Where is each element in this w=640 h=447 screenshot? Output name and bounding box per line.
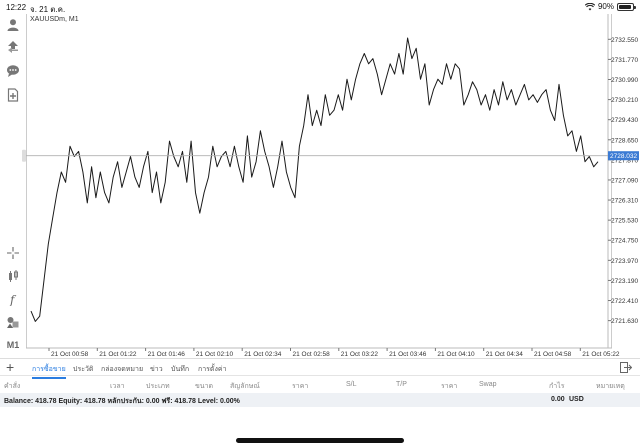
- y-tick-label: 2722.410: [611, 298, 638, 305]
- x-tick-label: 21 Oct 02:10: [196, 351, 234, 358]
- left-toolbar: f M1: [0, 14, 26, 354]
- function-icon: f: [9, 293, 17, 306]
- x-tick-label: 21 Oct 04:58: [534, 351, 572, 358]
- y-tick-label: 2721.630: [611, 318, 638, 325]
- svg-text:f: f: [9, 293, 17, 306]
- col-time: เวลา: [110, 383, 125, 390]
- battery-icon: [617, 2, 636, 11]
- chat-button[interactable]: [4, 62, 22, 80]
- col-symbol: สัญลักษณ์: [230, 383, 260, 390]
- y-tick-label: 2729.430: [611, 117, 638, 124]
- x-tick-label: 21 Oct 03:22: [341, 351, 379, 358]
- x-tick-label: 21 Oct 00:58: [51, 351, 89, 358]
- col-swap: Swap: [479, 381, 497, 388]
- trade-arrows-icon: [8, 41, 18, 53]
- status-time: 12:22: [6, 3, 27, 12]
- price-series-line: [30, 37, 599, 322]
- y-tick-label: 2726.310: [611, 198, 638, 205]
- crosshair-button[interactable]: [4, 244, 22, 262]
- crosshair-icon: [7, 247, 19, 259]
- y-tick-label: 2730.990: [611, 77, 638, 84]
- terminal-tabs: + การซื้อขาย ประวัติ กล่องจดหมาย ข่าว บั…: [0, 358, 640, 379]
- tab-settings[interactable]: การตั้งค่า: [198, 366, 227, 373]
- add-icon[interactable]: +: [6, 359, 15, 375]
- y-tick-label: 2731.770: [611, 57, 638, 64]
- add-document-icon: [7, 88, 19, 102]
- shapes-icon: [7, 317, 19, 328]
- price-chart[interactable]: 2732.550 2731.770 2730.990 2730.210 2729.430…: [0, 0, 640, 360]
- home-indicator: [236, 438, 404, 443]
- user-icon: [7, 19, 19, 31]
- x-tick-label: 21 Oct 04:10: [437, 351, 475, 358]
- objects-button[interactable]: [4, 313, 22, 331]
- wifi-icon: [584, 2, 595, 10]
- col-price-current: ราคา: [441, 383, 458, 390]
- x-tick-label: 21 Oct 01:46: [148, 351, 186, 358]
- chart-frame[interactable]: [26, 14, 612, 348]
- status-bar: 12:22 จ. 21 ต.ค. 90%: [0, 0, 640, 14]
- status-right: 90%: [584, 2, 636, 11]
- chat-bubble-icon: [7, 65, 19, 77]
- indicators-button[interactable]: f: [4, 290, 22, 308]
- x-tick-label: 21 Oct 01:22: [99, 351, 137, 358]
- chart-type-button[interactable]: [4, 267, 22, 285]
- y-tick-label: 2727.090: [611, 177, 638, 184]
- col-order: คำสั่ง: [4, 383, 21, 390]
- balance-row: Balance: 418.78 Equity: 418.78 หลักประกั…: [0, 393, 640, 407]
- col-profit: กำไร: [549, 383, 565, 390]
- timeframe-label: M1: [6, 340, 20, 350]
- x-tick-label: 21 Oct 04:34: [486, 351, 524, 358]
- account-button[interactable]: [4, 16, 22, 34]
- x-tick-label: 21 Oct 03:46: [389, 351, 427, 358]
- exit-icon[interactable]: [620, 362, 632, 373]
- tab-trade[interactable]: การซื้อขาย: [32, 366, 66, 379]
- panel-handle[interactable]: [22, 149, 26, 162]
- col-tp: T/P: [396, 381, 407, 388]
- y-tick-label: 2732.550: [611, 37, 638, 44]
- tab-mailbox[interactable]: กล่องจดหมาย: [101, 366, 144, 373]
- y-tick-label: 2725.530: [611, 218, 638, 225]
- tab-news[interactable]: ข่าว: [150, 366, 163, 373]
- y-tick-label: 2730.210: [611, 97, 638, 104]
- col-type: ประเภท: [146, 383, 170, 390]
- current-price-tag: [608, 151, 639, 161]
- trade-button[interactable]: [4, 38, 22, 56]
- balance-profit: 0.00: [551, 396, 565, 403]
- col-volume: ขนาด: [195, 383, 214, 390]
- tab-history[interactable]: ประวัติ: [73, 366, 94, 373]
- status-date: จ. 21 ต.ค.: [30, 5, 66, 14]
- x-tick-label: 21 Oct 02:58: [293, 351, 331, 358]
- y-tick-label: 2724.750: [611, 238, 638, 245]
- col-comment: หมายเหตุ: [596, 383, 625, 390]
- col-price: ราคา: [292, 383, 309, 390]
- candlestick-icon: [9, 270, 18, 282]
- chart-symbol-label: XAUUSDm, M1: [30, 16, 79, 23]
- positions-header: คำสั่ง เวลา ประเภท ขนาด สัญลักษณ์ ราคา S…: [0, 378, 640, 392]
- y-tick-label: 2727.870: [611, 157, 638, 164]
- balance-text: Balance: 418.78 Equity: 418.78 หลักประกั…: [4, 398, 240, 405]
- x-tick-label: 21 Oct 05:22: [582, 351, 620, 358]
- new-order-button[interactable]: [4, 86, 22, 104]
- current-price-label: 2728.032: [610, 153, 637, 160]
- x-tick-label: 21 Oct 02:34: [244, 351, 282, 358]
- y-tick-label: 2723.970: [611, 258, 638, 265]
- timeframe-button[interactable]: M1: [4, 336, 22, 354]
- tab-journal[interactable]: บันทึก: [171, 366, 190, 373]
- y-tick-label: 2723.190: [611, 278, 638, 285]
- balance-currency: USD: [569, 396, 584, 403]
- battery-percent: 90%: [597, 2, 614, 11]
- y-tick-label: 2728.650: [611, 137, 638, 144]
- col-sl: S/L: [346, 381, 357, 388]
